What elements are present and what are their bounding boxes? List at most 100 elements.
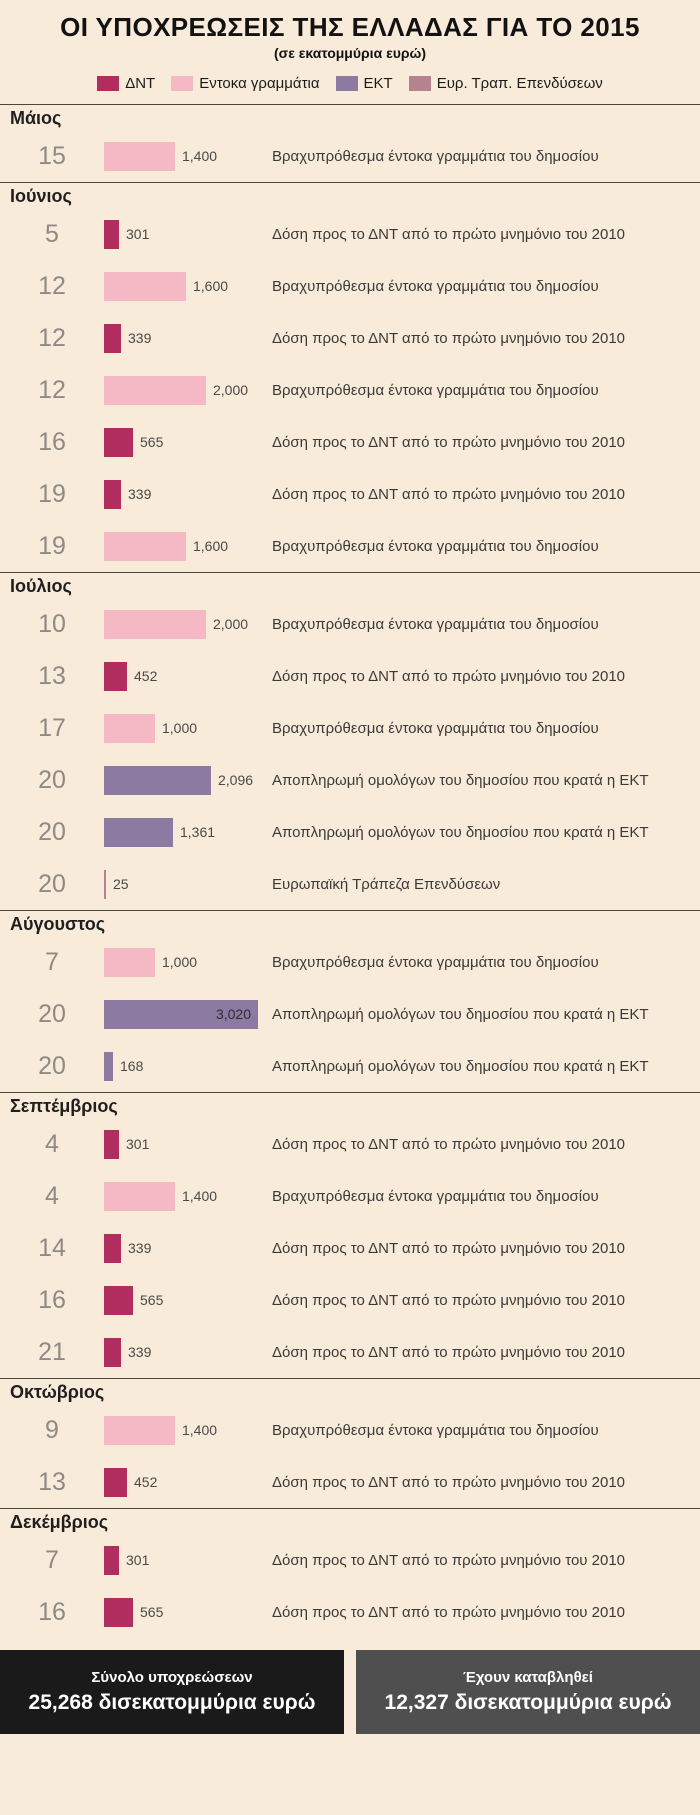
chart-row: 12 2,000 Βραχυπρόθεσμα έντοκα γραμμάτια το… [0, 364, 700, 416]
bar-value: 339 [128, 1344, 152, 1360]
chart-row: 7 1,000 Βραχυπρόθεσμα έντοκα γραμμάτια του… [0, 936, 700, 988]
row-description: Βραχυπρόθεσμα έντοκα γραμμάτια του δημοσ… [272, 1187, 599, 1205]
bar-ecb [104, 765, 211, 795]
bar-imf [104, 1233, 121, 1263]
bar-eib [104, 869, 106, 899]
day-label: 12 [38, 271, 66, 300]
day-label: 5 [45, 219, 59, 248]
chart-row: 13 452 Δόση προς το ΔΝΤ από το πρώτο μνημό… [0, 650, 700, 702]
chart-row: 5 301 Δόση προς το ΔΝΤ από το πρώτο μνημόν… [0, 208, 700, 260]
row-description: Αποπληρωμή ομολόγων του δημοσίου που κρα… [272, 1057, 649, 1075]
bar-value: 1,000 [162, 720, 198, 736]
row-description: Δόση προς το ΔΝΤ από το πρώτο μνημόνιο τ… [272, 1291, 626, 1309]
bar-imf [104, 661, 127, 691]
bar-tbills [104, 1415, 175, 1445]
day-label: 9 [45, 1415, 59, 1444]
bar-imf [104, 1545, 119, 1575]
bar-imf [104, 1337, 121, 1367]
row-description: Δόση προς το ΔΝΤ από το πρώτο μνημόνιο τ… [272, 1343, 626, 1361]
row-description: Αποπληρωμή ομολόγων του δημοσίου που κρα… [272, 823, 649, 841]
paid-label: Έχουν καταβληθεί [463, 1669, 593, 1686]
bar-imf [104, 1467, 127, 1497]
month-header: Μάιος [0, 104, 700, 130]
chart-row: 20 2,096 Αποπληρωμή ομολόγων του δημοσίου … [0, 754, 700, 806]
bar-tbills [104, 947, 155, 977]
day-label: 21 [38, 1337, 66, 1366]
bar-tbills [104, 609, 206, 639]
bar-tbills [104, 271, 186, 301]
bar-value: 339 [128, 486, 152, 502]
chart-row: 20 1,361 Αποπληρωμή ομολόγων του δημοσίου … [0, 806, 700, 858]
row-description: Δόση προς το ΔΝΤ από το πρώτο μνημόνιο τ… [272, 1135, 626, 1153]
row-description: Βραχυπρόθεσμα έντοκα γραμμάτια του δημοσ… [272, 1421, 599, 1439]
summary-footer: Σύνολο υποχρεώσεων 25,268 δισεκατομμύρια… [0, 1650, 700, 1734]
bar-value: 1,400 [182, 1188, 218, 1204]
legend-item-ecb: ΕΚΤ [335, 75, 393, 92]
bar-tbills [104, 141, 175, 171]
day-label: 4 [45, 1181, 59, 1210]
bar-value: 301 [126, 1136, 150, 1152]
imf-swatch-icon [97, 76, 120, 91]
bar-value: 1,600 [193, 538, 229, 554]
bar-value: 565 [140, 1292, 164, 1308]
chart-row: 7 301 Δόση προς το ΔΝΤ από το πρώτο μνημόν… [0, 1534, 700, 1586]
bar-imf [104, 1597, 133, 1627]
chart-row: 13 452 Δόση προς το ΔΝΤ από το πρώτο μνημό… [0, 1456, 700, 1508]
chart-row: 16 565 Δόση προς το ΔΝΤ από το πρώτο μνημό… [0, 416, 700, 468]
row-description: Δόση προς το ΔΝΤ από το πρώτο μνημόνιο τ… [272, 667, 626, 685]
row-description: Δόση προς το ΔΝΤ από το πρώτο μνημόνιο τ… [272, 1239, 626, 1257]
chart-row: 16 565 Δόση προς το ΔΝΤ από το πρώτο μνημό… [0, 1274, 700, 1326]
legend-label: ΔΝΤ [125, 75, 156, 92]
total-obligations-label: Σύνολο υποχρεώσεων [91, 1669, 253, 1686]
bar-tbills [104, 531, 186, 561]
bar-ecb: 3,020 [104, 999, 258, 1029]
legend: ΔΝΤ Εντοκα γραμμάτια ΕΚΤ Ευρ. Τραπ. Επενδύσ… [0, 75, 700, 92]
chart-row: 12 339 Δόση προς το ΔΝΤ από το πρώτο μνημό… [0, 312, 700, 364]
row-description: Βραχυπρόθεσμα έντοκα γραμμάτια του δημοσ… [272, 147, 599, 165]
month-header: Ιούνιος [0, 182, 700, 208]
row-description: Δόση προς το ΔΝΤ από το πρώτο μνημόνιο τ… [272, 433, 626, 451]
chart-row: 17 1,000 Βραχυπρόθεσμα έντοκα γραμμάτια το… [0, 702, 700, 754]
day-label: 14 [38, 1233, 66, 1262]
row-description: Δόση προς το ΔΝΤ από το πρώτο μνημόνιο τ… [272, 1551, 626, 1569]
row-description: Βραχυπρόθεσμα έντοκα γραμμάτια του δημοσ… [272, 615, 599, 633]
paid-value: 12,327 δισεκατομμύρια ευρώ [384, 1691, 672, 1714]
bar-value: 2,096 [218, 772, 254, 788]
day-label: 20 [38, 765, 66, 794]
row-description: Βραχυπρόθεσμα έντοκα γραμμάτια του δημοσ… [272, 277, 599, 295]
row-description: Δόση προς το ΔΝΤ από το πρώτο μνημόνιο τ… [272, 1603, 626, 1621]
bar-value: 3,020 [215, 1006, 251, 1022]
bar-value: 339 [128, 1240, 152, 1256]
legend-label: Εντοκα γραμμάτια [199, 75, 320, 92]
bar-tbills [104, 1181, 175, 1211]
bar-value: 2,000 [213, 616, 249, 632]
bar-value: 452 [134, 1474, 158, 1490]
chart-row: 19 1,600 Βραχυπρόθεσμα έντοκα γραμμάτια το… [0, 520, 700, 572]
day-label: 20 [38, 869, 66, 898]
ecb-swatch-icon [335, 76, 358, 91]
chart-row: 14 339 Δόση προς το ΔΝΤ από το πρώτο μνημό… [0, 1222, 700, 1274]
bar-tbills [104, 375, 206, 405]
chart-row: 19 339 Δόση προς το ΔΝΤ από το πρώτο μνημό… [0, 468, 700, 520]
row-description: Βραχυπρόθεσμα έντοκα γραμμάτια του δημοσ… [272, 381, 599, 399]
bar-value: 2,000 [213, 382, 249, 398]
row-description: Δόση προς το ΔΝΤ από το πρώτο μνημόνιο τ… [272, 225, 626, 243]
bar-value: 452 [134, 668, 158, 684]
day-label: 13 [38, 661, 66, 690]
eib-swatch-icon [408, 76, 431, 91]
row-description: Βραχυπρόθεσμα έντοκα γραμμάτια του δημοσ… [272, 537, 599, 555]
row-description: Δόση προς το ΔΝΤ από το πρώτο μνημόνιο τ… [272, 329, 626, 347]
bar-value: 1,361 [180, 824, 216, 840]
total-obligations-value: 25,268 δισεκατομμύρια ευρώ [28, 1691, 316, 1714]
month-header: Σεπτέμβριος [0, 1092, 700, 1118]
bar-imf [104, 1129, 119, 1159]
page-title: ΟΙ ΥΠΟΧΡΕΩΣΕΙΣ ΤΗΣ ΕΛΛΑΔΑΣ ΓΙΑ ΤΟ 2015 [60, 12, 640, 42]
bar-value: 1,600 [193, 278, 229, 294]
bar-value: 25 [113, 876, 129, 892]
bar-value: 1,000 [162, 954, 198, 970]
bar-imf [104, 219, 119, 249]
bar-value: 339 [128, 330, 152, 346]
bar-imf [104, 479, 121, 509]
chart-row: 16 565 Δόση προς το ΔΝΤ από το πρώτο μνημό… [0, 1586, 700, 1638]
bar-ecb [104, 1051, 113, 1081]
